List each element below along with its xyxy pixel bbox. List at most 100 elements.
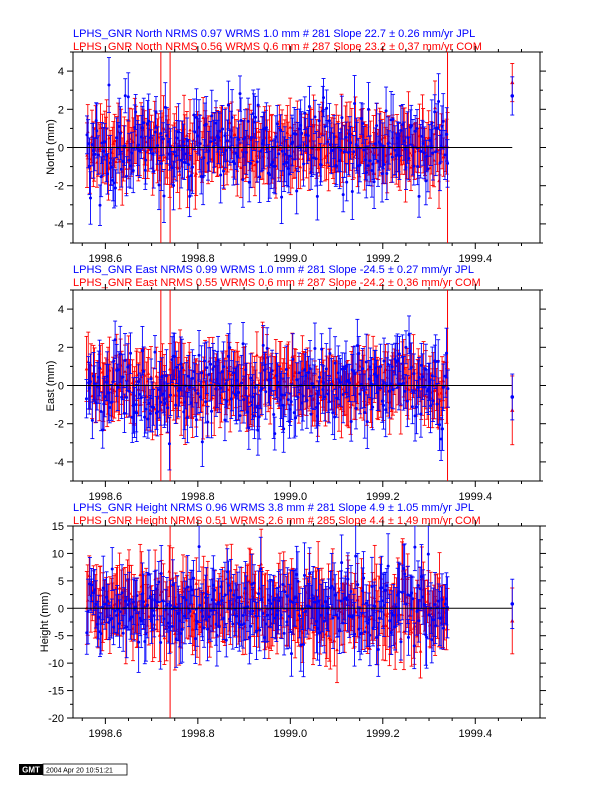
data-point	[356, 379, 360, 384]
data-point	[114, 159, 118, 163]
x-tick-label: 1998.8	[181, 253, 215, 265]
data-point	[84, 366, 89, 371]
data-point	[413, 414, 417, 418]
data-point	[189, 392, 194, 396]
data-point	[250, 403, 254, 407]
data-point	[221, 127, 225, 131]
data-point	[163, 401, 167, 405]
data-point	[231, 159, 235, 163]
data-point	[279, 128, 283, 132]
data-point	[439, 437, 443, 441]
data-point	[297, 371, 301, 375]
data-point	[328, 143, 332, 147]
data-point	[99, 175, 103, 179]
data-point	[256, 129, 261, 133]
y-tick-label: 2	[58, 104, 64, 116]
data-point	[84, 397, 88, 401]
data-point	[163, 155, 168, 159]
data-point	[332, 135, 336, 139]
data-point	[251, 395, 255, 399]
y-tick-label: -4	[54, 219, 64, 231]
data-point	[309, 412, 313, 416]
data-point	[286, 398, 290, 402]
data-point	[147, 401, 151, 405]
data-point	[387, 389, 391, 393]
data-point	[419, 412, 423, 416]
data-point	[380, 172, 384, 176]
data-point	[440, 124, 444, 128]
x-tick-label: 1998.6	[89, 728, 123, 740]
data-point	[296, 395, 300, 399]
data-point	[378, 364, 382, 368]
data-point	[113, 186, 117, 190]
data-point	[98, 366, 102, 370]
data-point	[308, 367, 312, 371]
data-point	[256, 428, 260, 432]
data-point	[131, 169, 135, 173]
data-point	[391, 388, 395, 392]
data-point	[264, 126, 268, 130]
data-point	[320, 347, 324, 351]
data-point	[207, 149, 211, 153]
series-jpl	[85, 57, 450, 226]
data-point	[333, 415, 337, 419]
data-point	[390, 155, 394, 159]
panel-east: LPHS_GNR East NRMS 0.99 WRMS 1.0 mm # 28…	[45, 264, 546, 503]
data-point	[322, 96, 326, 100]
data-point	[437, 423, 441, 427]
data-point	[226, 354, 230, 358]
data-point	[249, 161, 253, 165]
data-point	[209, 362, 213, 366]
data-point	[331, 411, 335, 415]
data-point	[186, 374, 190, 378]
data-point	[166, 140, 170, 144]
data-point	[352, 150, 356, 154]
y-tick-label: -2	[54, 181, 64, 193]
data-point	[142, 369, 146, 373]
plot-content	[73, 290, 515, 481]
data-point	[140, 126, 144, 130]
data-point	[307, 104, 311, 108]
data-point	[337, 378, 341, 382]
data-point	[353, 101, 357, 105]
data-point	[402, 139, 406, 143]
data-point	[204, 122, 208, 126]
data-point	[267, 134, 272, 139]
data-point	[393, 148, 397, 152]
data-point	[429, 404, 433, 408]
data-point	[164, 374, 168, 378]
data-point	[105, 374, 109, 378]
data-point	[171, 392, 176, 397]
data-point	[339, 148, 343, 152]
data-point	[197, 353, 201, 357]
plot-content	[73, 526, 515, 718]
data-point	[391, 117, 395, 121]
data-point	[90, 418, 94, 422]
data-point	[433, 110, 437, 114]
data-point	[225, 139, 229, 143]
east-plot-area: -4 -2 0 2 4 1998.6 1998.8 1999.0 1999.2 1999.4	[54, 284, 546, 503]
data-point	[152, 405, 156, 409]
data-point	[222, 365, 226, 369]
east-y-axis-label: East (mm)	[45, 361, 57, 412]
y-tick-label: 10	[52, 548, 64, 560]
data-point	[346, 378, 350, 382]
data-point	[177, 172, 182, 176]
data-point	[283, 393, 287, 397]
data-point	[382, 403, 386, 407]
y-tick-label: 2	[58, 342, 64, 354]
data-point	[372, 180, 376, 184]
data-point	[134, 403, 138, 407]
data-point	[189, 174, 193, 178]
data-point	[269, 163, 273, 167]
data-point	[98, 125, 103, 130]
data-point	[417, 194, 421, 198]
height-jpl-label: LPHS_GNR Height NRMS 0.96 WRMS 3.8 mm # …	[73, 502, 474, 514]
data-point	[246, 410, 250, 414]
data-point	[252, 120, 256, 124]
data-point	[138, 572, 142, 577]
data-point	[328, 352, 332, 356]
data-point	[303, 111, 307, 115]
data-point	[306, 134, 310, 138]
